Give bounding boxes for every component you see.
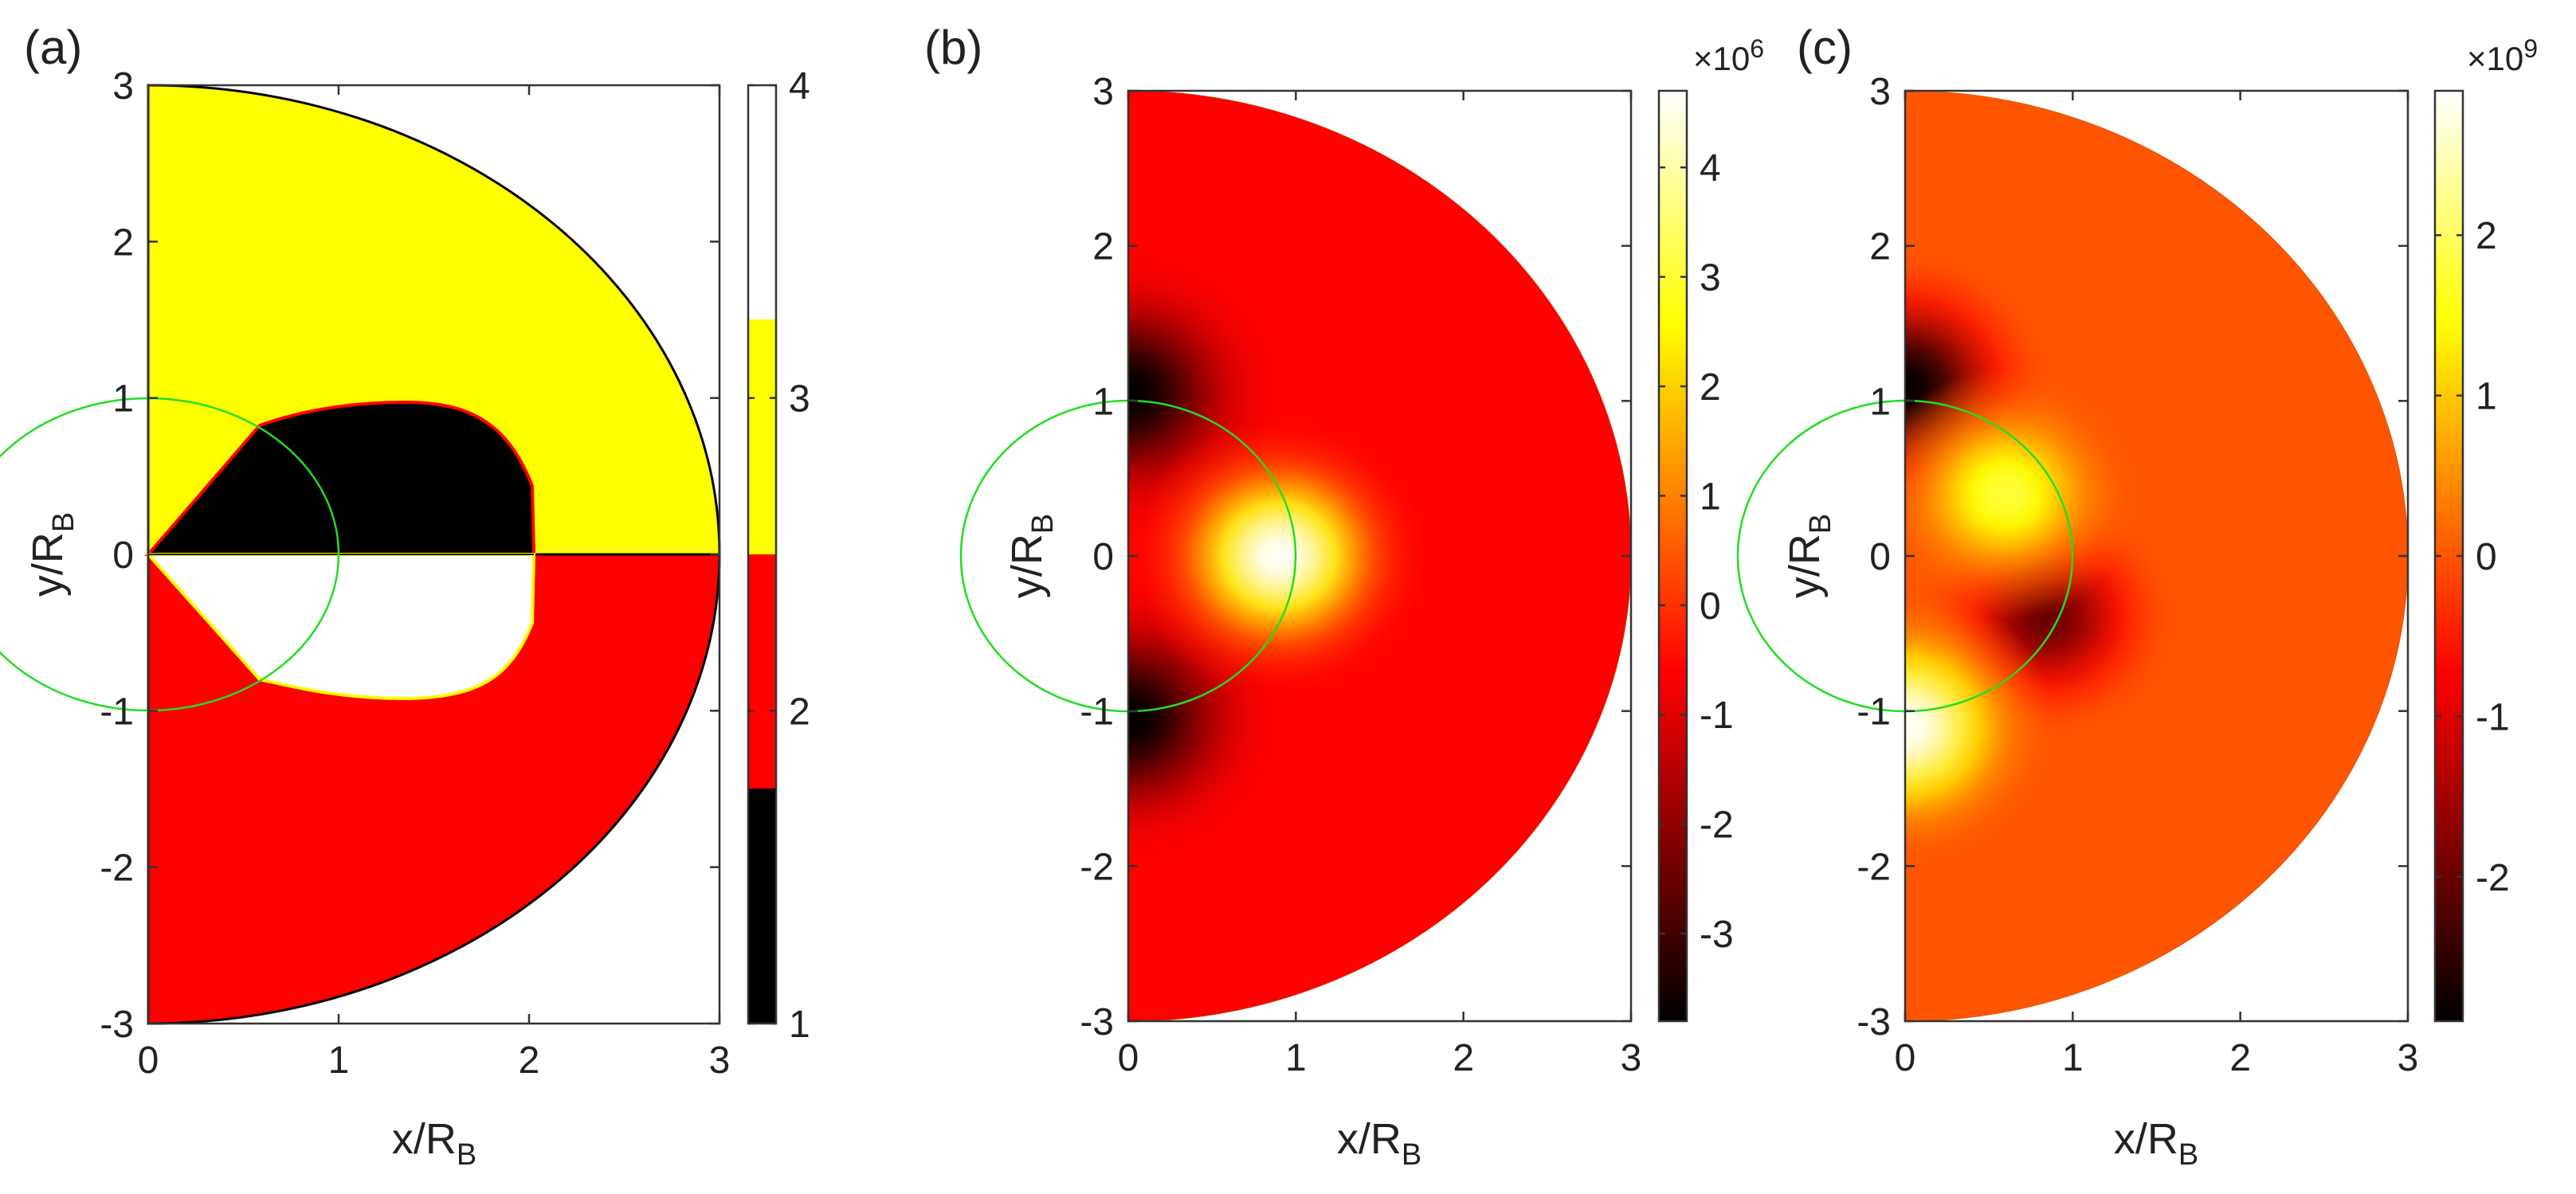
colorbar-b-exponent: ×106: [1693, 34, 1764, 77]
ytick-label: 2: [1869, 226, 1891, 268]
xtick-label: 1: [1285, 1037, 1307, 1079]
colorbar-tick-label: 4: [789, 65, 810, 108]
axis-ticks-b: 0 1 2 3 3 2 1 0 -1 -2 -3: [1080, 71, 1641, 1079]
xtick-label: 0: [138, 1039, 159, 1082]
colorbar-b-frame: [1657, 89, 1688, 1023]
xtick-label: 1: [2062, 1037, 2084, 1079]
colorbar-a-level-3: [748, 319, 776, 554]
colorbar-tick-label: -2: [2476, 857, 2510, 899]
colorbar-c-ticks: -2 -1 0 1 2: [2435, 215, 2510, 899]
colorbar-tick-label: 1: [2476, 376, 2497, 418]
field-extremum: [1905, 586, 2056, 867]
ytick-label: 3: [112, 65, 134, 108]
xlabel-b: x/RB: [1337, 1115, 1421, 1172]
colorbar-tick-label: 2: [1700, 366, 1721, 409]
colorbar-tick-label: 3: [1700, 257, 1721, 299]
colorbar-tick-label: 4: [1700, 147, 1721, 190]
field-c: [1905, 91, 2408, 1021]
colorbar-tick-label: 2: [2476, 215, 2497, 257]
ytick-label: 2: [1092, 226, 1114, 268]
ytick-label: -1: [1857, 691, 1891, 734]
colorbar-a-level-2: [748, 554, 776, 789]
ytick-label: -2: [1080, 846, 1114, 888]
xtick-label: 3: [1621, 1037, 1642, 1079]
ytick-label: 0: [1092, 536, 1114, 578]
colorbar-tick-label: 0: [1700, 585, 1721, 628]
field-extremum: [1905, 368, 2142, 620]
colorbar-b: -3 -2 -1 0 1 2 3 4 ×106: [1657, 34, 1764, 1023]
ylabel-c: y/RB: [1781, 514, 1837, 598]
ytick-label: -2: [1857, 846, 1891, 888]
xtick-label: 3: [2398, 1037, 2419, 1079]
xtick-label: 0: [1895, 1037, 1916, 1079]
ytick-label: -3: [1080, 1001, 1114, 1043]
ytick-label: 2: [112, 221, 134, 264]
colorbar-tick-label: 0: [2476, 536, 2497, 578]
panel-c-label: (c): [1797, 21, 1853, 74]
colorbar-c-exponent: ×109: [2467, 34, 2538, 77]
ytick-label: 0: [1869, 536, 1891, 578]
ytick-label: -1: [100, 691, 134, 733]
ytick-label: 1: [1869, 381, 1891, 423]
colorbar-c: -2 -1 0 1 2 ×109: [2433, 34, 2538, 1023]
ytick-label: 1: [112, 378, 134, 421]
ytick-label: -1: [1080, 691, 1114, 734]
ytick-label: 0: [112, 534, 134, 577]
ytick-label: 3: [1869, 71, 1891, 113]
colorbar-tick-label: -1: [2476, 696, 2510, 738]
ytick-label: 3: [1092, 71, 1114, 113]
xtick-label: 0: [1118, 1037, 1139, 1079]
field-extremum: [1128, 416, 1430, 696]
colorbar-tick-label: 1: [1700, 476, 1721, 518]
colorbar-tick-label: -1: [1700, 695, 1734, 737]
axis-ticks-a: 0 1 2 3 3 2 1 0 -1 -2 -3: [100, 65, 730, 1082]
xtick-label: 3: [709, 1039, 731, 1082]
field-b: [1128, 91, 1631, 1021]
colorbar-a-ticks: 1 2 3 4: [748, 65, 810, 1046]
xlabel-a: x/RB: [392, 1115, 476, 1172]
colorbar-tick-label: -2: [1700, 804, 1734, 847]
xtick-label: 2: [2229, 1037, 2251, 1079]
ytick-label: -3: [1857, 1001, 1891, 1043]
colorbar-tick-label: 3: [789, 378, 810, 421]
colorbar-a-frame: [747, 84, 778, 1025]
colorbar-tick-label: 2: [789, 691, 810, 733]
colorbar-a-level-4: [748, 85, 776, 319]
xtick-label: 1: [328, 1039, 350, 1082]
panel-c: (c) 0 1 2 3 3 2 1 0 -1 -2 -3 x/RB y/RB -2 -1 0 1 2 ×10…: [1736, 21, 2538, 1172]
panel-a-label: (a): [24, 21, 82, 74]
colorbar-b-gradient: [1659, 91, 1687, 1021]
xtick-label: 2: [1453, 1037, 1474, 1079]
colorbar-tick-label: 1: [789, 1004, 810, 1046]
ylabel-a: y/RB: [24, 512, 80, 597]
xtick-label: 2: [519, 1039, 540, 1082]
panel-b: (b) 0 1 2 3 3 2 1 0 -1 -2 -3 x/RB y/RB -3 -2 -1 0 1 2 3 4…: [924, 21, 1764, 1172]
ytick-label: 1: [1092, 381, 1114, 423]
colorbar-a-level-1: [748, 789, 776, 1024]
panel-b-label: (b): [924, 21, 982, 74]
ytick-label: -3: [100, 1004, 134, 1046]
ytick-label: -2: [100, 848, 134, 890]
region-upper-lobe: [144, 400, 536, 556]
ylabel-b: y/RB: [1003, 514, 1060, 598]
colorbar-a: 1 2 3 4: [747, 65, 810, 1046]
colorbar-tick-label: -3: [1700, 914, 1734, 956]
region-lower-lobe: [144, 553, 536, 701]
panel-a: (a) 0 1 2 3 3 2 1 0 -1 -2 -3 x/RB y/RB 1 2 3 4: [0, 21, 810, 1172]
axis-ticks-c: 0 1 2 3 3 2 1 0 -1 -2 -3: [1857, 71, 2418, 1079]
xlabel-c: x/RB: [2114, 1115, 2198, 1172]
colorbar-b-ticks: -3 -2 -1 0 1 2 3 4: [1659, 147, 1734, 956]
